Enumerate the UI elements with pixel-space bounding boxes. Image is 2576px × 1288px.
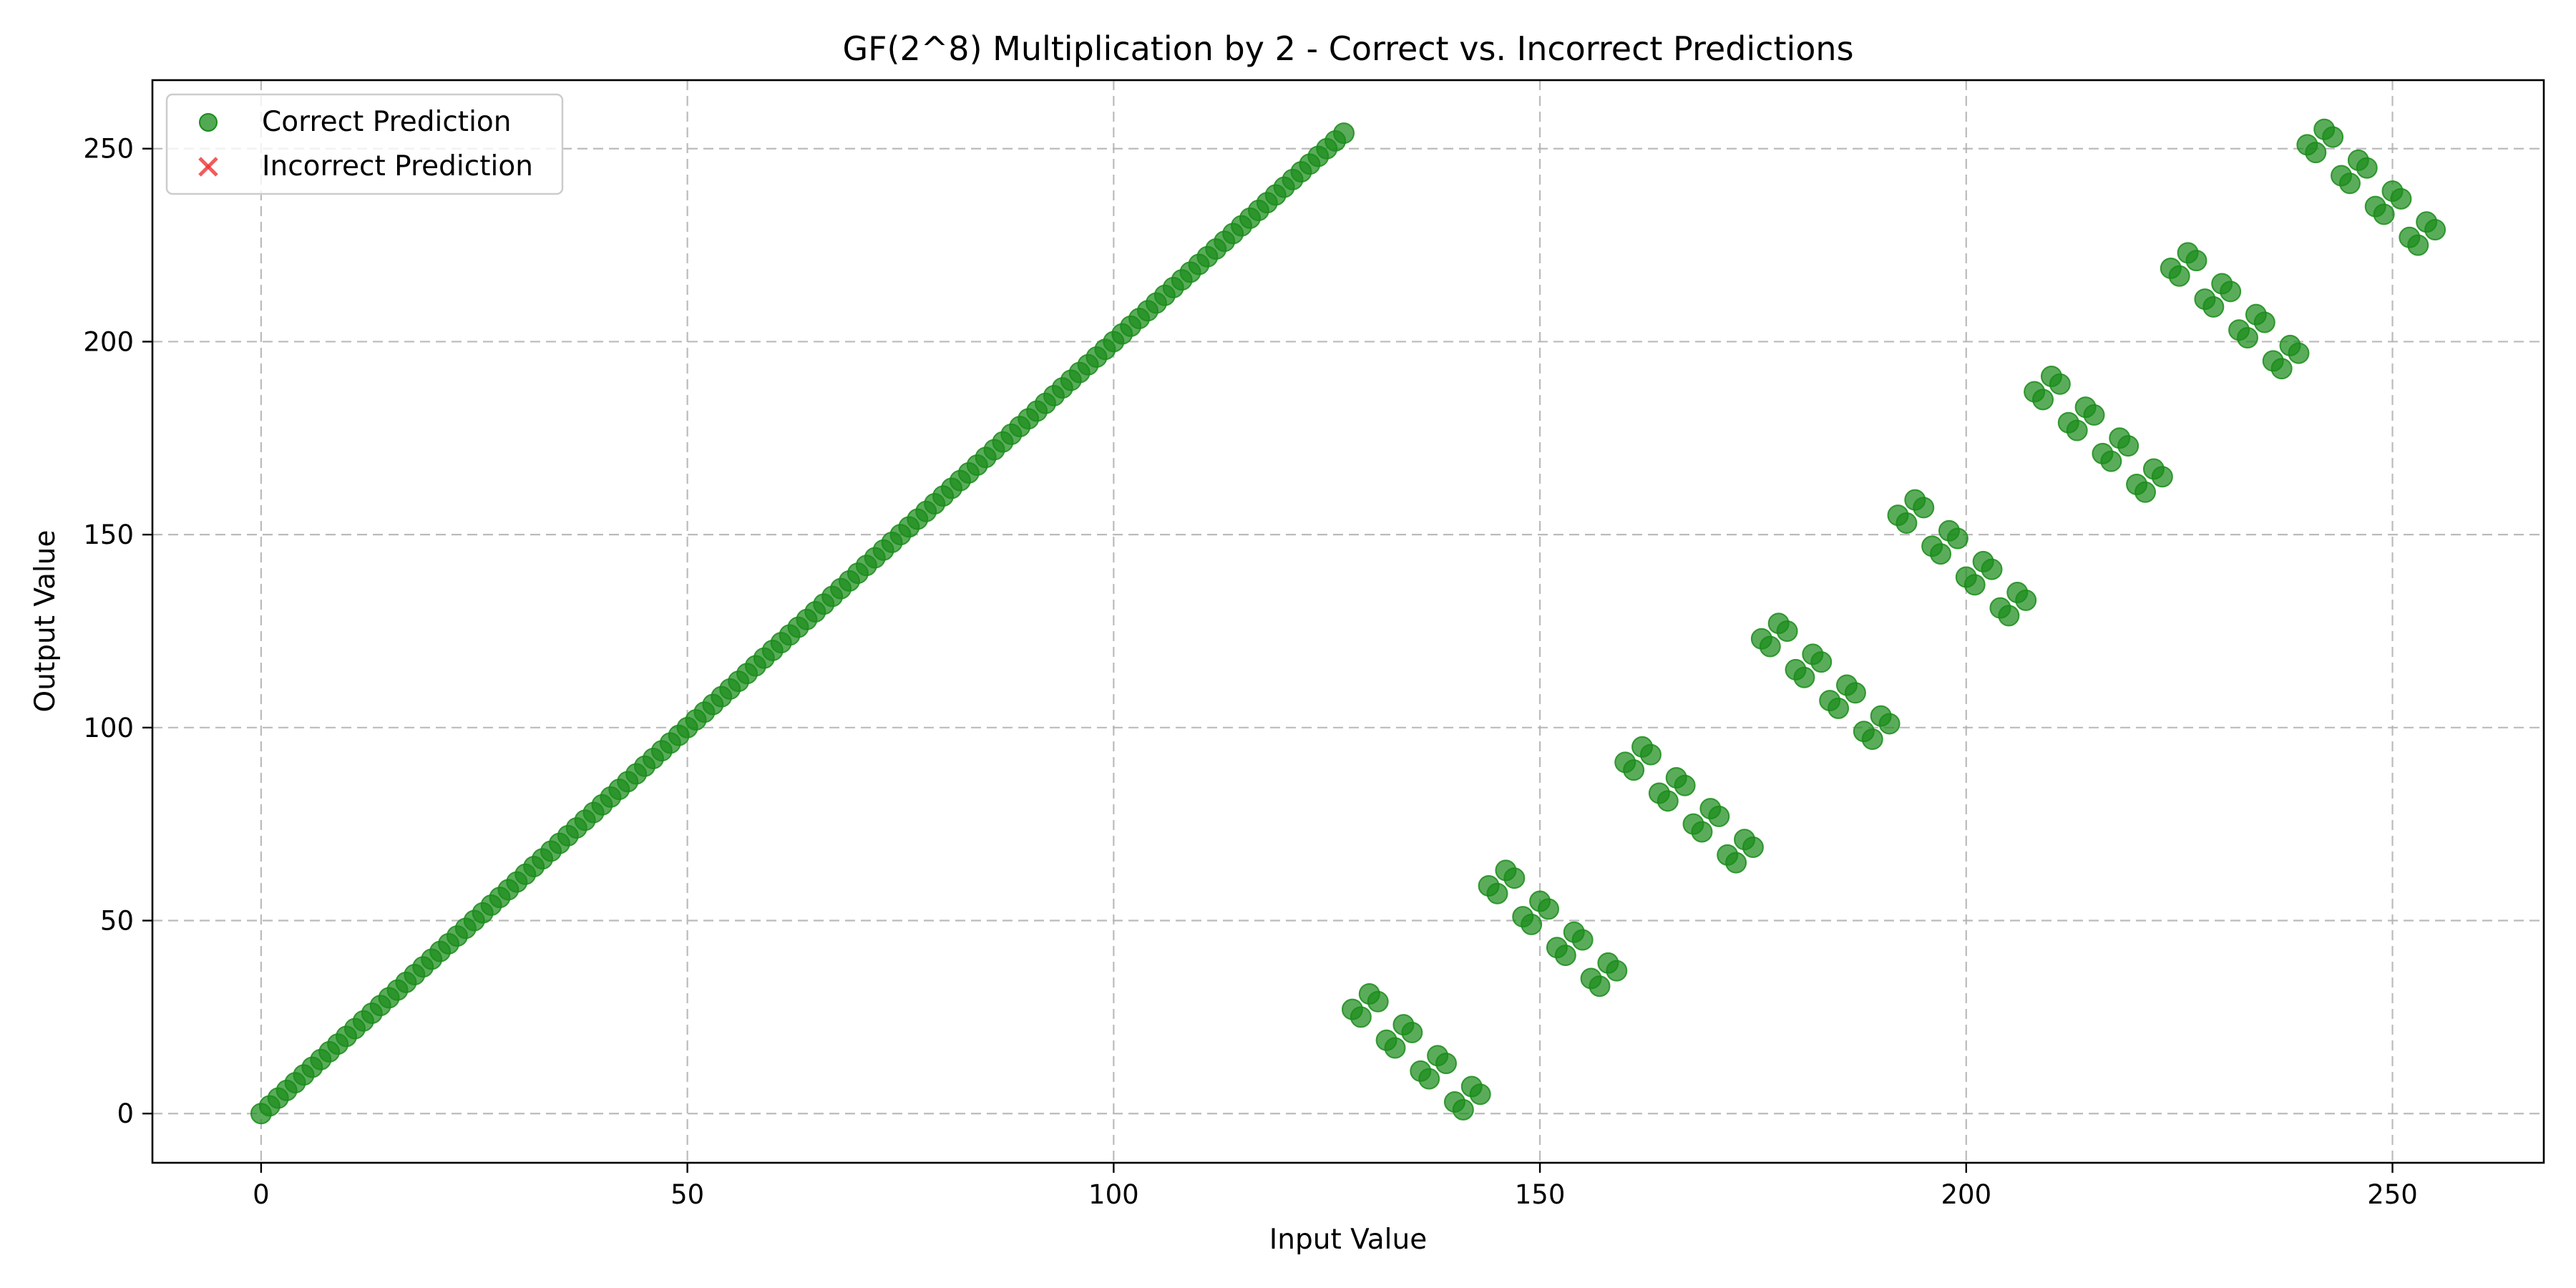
y-tick-label: 50 <box>100 906 134 937</box>
correct-point <box>1384 1037 1406 1059</box>
correct-point <box>1350 1006 1372 1028</box>
correct-point <box>2185 250 2207 272</box>
correct-point <box>1878 713 1901 735</box>
y-tick-label: 150 <box>83 519 134 550</box>
legend-label-correct: Correct Prediction <box>262 106 512 138</box>
correct-point <box>1946 527 1968 550</box>
correct-point <box>1606 960 1628 982</box>
correct-point <box>1896 512 1918 534</box>
y-axis-label: Output Value <box>29 530 62 713</box>
correct-point <box>1828 697 1850 719</box>
correct-point <box>1861 728 1883 751</box>
correct-point <box>1810 651 1833 673</box>
correct-point <box>2322 126 2344 148</box>
x-tick-label: 100 <box>1088 1179 1139 1210</box>
y-tick-label: 0 <box>117 1098 134 1129</box>
correct-point <box>2338 172 2361 195</box>
correct-point <box>1657 790 1679 812</box>
correct-point <box>2288 342 2310 364</box>
correct-point <box>1367 990 1389 1013</box>
correct-point <box>2151 466 2173 488</box>
correct-point <box>1963 574 1986 596</box>
correct-point <box>2407 234 2429 256</box>
correct-point <box>2220 280 2242 303</box>
correct-point <box>1725 852 1747 874</box>
correct-point <box>1793 666 1815 688</box>
x-tick-label: 200 <box>1941 1179 1991 1210</box>
y-tick-label: 100 <box>83 713 134 743</box>
plot-frame <box>151 79 2545 1164</box>
correct-point <box>1537 898 1559 920</box>
correct-point <box>2373 203 2395 225</box>
correct-point <box>2066 419 2088 441</box>
legend: Correct Prediction Incorrect Prediction <box>165 93 564 195</box>
x-tick-label: 250 <box>2367 1179 2418 1210</box>
correct-point <box>1503 867 1526 889</box>
correct-point <box>1759 635 1781 658</box>
y-tick-label: 250 <box>83 134 134 165</box>
correct-point <box>2356 157 2378 179</box>
correct-point <box>1913 497 1935 519</box>
correct-point <box>2168 265 2190 287</box>
legend-marker-correct <box>199 113 218 132</box>
y-tick-label: 200 <box>83 326 134 357</box>
correct-point <box>2424 219 2446 241</box>
correct-point <box>1589 975 1611 997</box>
correct-point <box>1844 682 1866 704</box>
correct-point <box>2135 481 2156 503</box>
correct-point <box>1674 774 1696 796</box>
x-tick-label: 0 <box>253 1179 270 1210</box>
correct-point <box>2083 404 2105 426</box>
correct-point <box>1776 620 1798 642</box>
correct-point <box>1623 759 1645 781</box>
correct-point <box>1521 913 1543 935</box>
correct-point <box>1639 743 1662 766</box>
correct-point <box>1981 558 2003 580</box>
correct-point <box>1452 1098 1474 1121</box>
correct-point <box>2100 450 2122 472</box>
correct-point <box>2390 187 2412 210</box>
correct-point <box>1554 945 1576 967</box>
correct-point <box>1418 1068 1440 1090</box>
x-tick-label: 150 <box>1515 1179 1566 1210</box>
correct-point <box>1708 805 1730 827</box>
correct-point <box>2253 311 2275 333</box>
chart-title: GF(2^8) Multiplication by 2 - Correct vs… <box>842 29 1853 68</box>
correct-point <box>2049 373 2071 395</box>
correct-point <box>1401 1021 1423 1043</box>
legend-box <box>165 93 564 195</box>
correct-point <box>2117 435 2140 457</box>
correct-point <box>2015 589 2037 611</box>
correct-point <box>1998 605 2020 627</box>
correct-point <box>1469 1083 1491 1106</box>
correct-point <box>2270 358 2293 380</box>
x-tick-label: 50 <box>670 1179 704 1210</box>
correct-point <box>1435 1053 1458 1075</box>
legend-label-incorrect: Incorrect Prediction <box>262 150 533 182</box>
correct-point <box>2032 389 2054 411</box>
points-layer <box>250 118 2446 1125</box>
correct-point <box>1333 122 1355 145</box>
correct-point <box>1691 821 1713 843</box>
legend-marker-incorrect <box>198 157 218 177</box>
correct-point <box>2202 296 2225 318</box>
correct-point <box>1486 882 1508 904</box>
correct-point <box>2236 327 2258 349</box>
correct-point <box>1571 929 1594 951</box>
x-axis-label: Input Value <box>1269 1224 1427 1256</box>
correct-point <box>2305 142 2327 164</box>
ticks-layer: 0 50 100 150 200 250 0 50 100 150 200 250 <box>83 134 2417 1210</box>
correct-point <box>1930 543 1952 565</box>
correct-point <box>1742 836 1764 859</box>
